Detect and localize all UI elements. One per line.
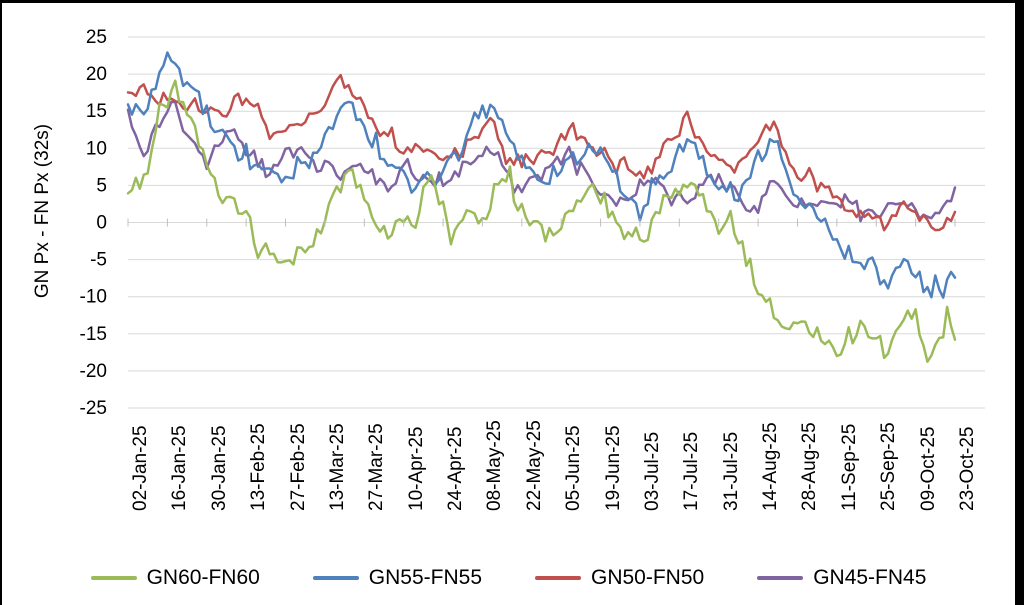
svg-text:-15: -15 <box>80 324 107 345</box>
svg-text:-20: -20 <box>80 361 107 382</box>
svg-text:5: 5 <box>96 175 107 196</box>
svg-text:-25: -25 <box>80 398 107 419</box>
svg-text:-5: -5 <box>90 250 107 271</box>
svg-text:25: 25 <box>86 27 107 48</box>
svg-text:-10: -10 <box>80 287 107 308</box>
svg-text:0: 0 <box>96 213 107 234</box>
svg-text:10: 10 <box>86 138 107 159</box>
svg-text:15: 15 <box>86 101 107 122</box>
svg-text:20: 20 <box>86 64 107 85</box>
